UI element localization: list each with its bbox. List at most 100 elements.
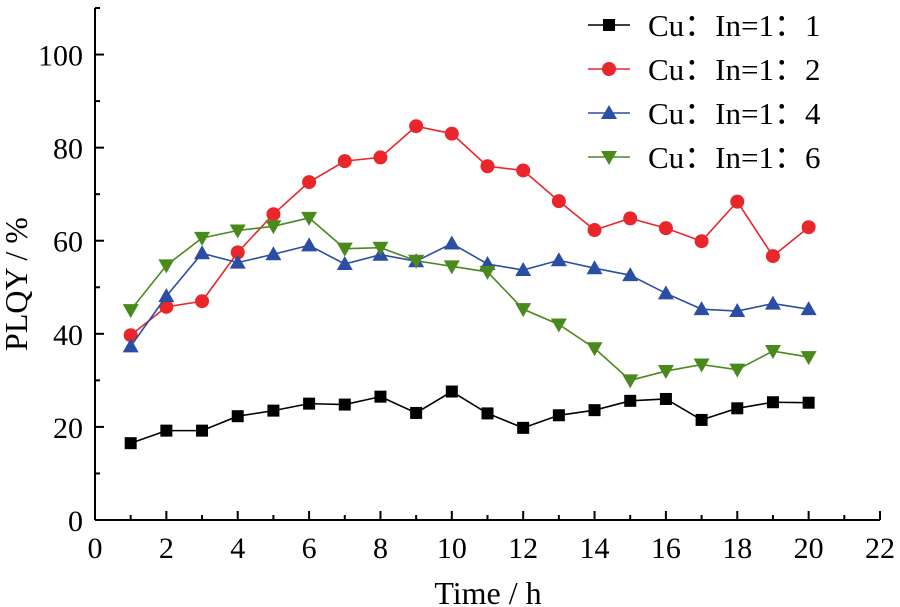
- data-point: [588, 404, 601, 417]
- data-point: [158, 288, 175, 303]
- data-point: [622, 267, 639, 282]
- data-point: [694, 234, 709, 249]
- data-point: [693, 358, 710, 373]
- legend-item: Cu：In=1：4: [588, 96, 821, 131]
- data-point: [160, 424, 173, 437]
- x-tick-label: 14: [580, 532, 610, 565]
- data-point: [265, 246, 282, 261]
- y-tick-label: 20: [53, 412, 83, 445]
- data-point: [374, 390, 387, 403]
- data-point: [336, 242, 353, 257]
- x-axis-label: Time / h: [434, 575, 541, 607]
- x-tick-label: 22: [865, 532, 895, 565]
- y-tick-label: 100: [38, 40, 83, 73]
- data-point: [695, 413, 708, 426]
- data-point: [800, 351, 817, 366]
- data-point: [516, 163, 531, 178]
- data-point: [409, 119, 424, 134]
- data-point: [480, 159, 495, 174]
- data-point: [657, 365, 674, 380]
- data-point: [731, 402, 744, 415]
- data-point: [229, 254, 246, 269]
- legend-label: Cu：In=1：6: [648, 140, 820, 175]
- data-point: [373, 150, 388, 165]
- legend-label: Cu：In=1：1: [648, 8, 820, 43]
- data-point: [123, 328, 138, 343]
- series-1: [124, 385, 815, 450]
- data-point: [659, 392, 672, 405]
- data-point: [586, 342, 603, 357]
- data-point: [265, 220, 282, 235]
- data-point: [445, 385, 458, 398]
- data-point: [551, 194, 566, 209]
- x-tick-label: 2: [159, 532, 174, 565]
- data-point: [801, 220, 816, 235]
- x-tick-label: 8: [373, 532, 388, 565]
- data-point: [158, 259, 175, 274]
- data-point: [267, 404, 280, 417]
- data-point: [624, 394, 637, 407]
- y-tick-label: 60: [53, 226, 83, 259]
- data-point: [693, 301, 710, 316]
- data-point: [729, 363, 746, 378]
- data-point: [195, 294, 210, 309]
- data-point: [410, 406, 423, 419]
- data-point: [729, 303, 746, 318]
- legend: Cu：In=1：1 Cu：In=1：2 Cu：In=1：4 Cu：In=1：6: [588, 8, 821, 175]
- data-point: [122, 304, 139, 319]
- legend-item: Cu：In=1：1: [588, 8, 820, 43]
- legend-marker: [602, 62, 616, 76]
- data-point: [301, 211, 318, 226]
- legend-item: Cu：In=1：6: [588, 140, 820, 175]
- data-point: [586, 260, 603, 275]
- data-point: [622, 374, 639, 389]
- data-point: [552, 409, 565, 422]
- x-tick-label: 0: [88, 532, 103, 565]
- data-point: [444, 126, 459, 141]
- data-point: [802, 396, 815, 409]
- data-point: [479, 265, 496, 280]
- legend-label: Cu：In=1：4: [648, 96, 821, 131]
- y-tick-label: 40: [53, 319, 83, 352]
- data-point: [408, 254, 425, 269]
- data-point: [266, 207, 281, 222]
- data-point: [196, 424, 209, 437]
- x-tick-label: 6: [302, 532, 317, 565]
- x-tick-label: 12: [508, 532, 538, 565]
- x-tick-label: 10: [437, 532, 467, 565]
- series-2: [123, 119, 816, 343]
- legend-label: Cu：In=1：2: [648, 52, 820, 87]
- data-point: [657, 285, 674, 300]
- data-point: [338, 398, 351, 411]
- data-point: [766, 396, 779, 409]
- data-point: [764, 295, 781, 310]
- legend-marker: [601, 105, 617, 119]
- series-3: [122, 235, 817, 353]
- data-point: [517, 421, 530, 434]
- x-tick-label: 4: [230, 532, 245, 565]
- data-point: [372, 241, 389, 256]
- data-point: [159, 299, 174, 314]
- data-point: [337, 154, 352, 169]
- legend-marker: [603, 19, 615, 31]
- data-point: [194, 231, 211, 246]
- data-point: [231, 410, 244, 423]
- data-point: [194, 245, 211, 260]
- data-point: [515, 262, 532, 277]
- data-point: [303, 397, 316, 410]
- data-point: [301, 237, 318, 252]
- data-point: [122, 338, 139, 353]
- x-tick-label: 20: [794, 532, 824, 565]
- data-point: [302, 175, 317, 190]
- data-point: [481, 407, 494, 420]
- data-point: [229, 224, 246, 239]
- series-layer: [122, 119, 817, 450]
- data-point: [765, 249, 780, 264]
- x-tick-label: 18: [722, 532, 752, 565]
- data-point: [124, 437, 137, 450]
- data-point: [550, 252, 567, 267]
- legend-marker: [601, 151, 617, 165]
- x-tick-label: 16: [651, 532, 681, 565]
